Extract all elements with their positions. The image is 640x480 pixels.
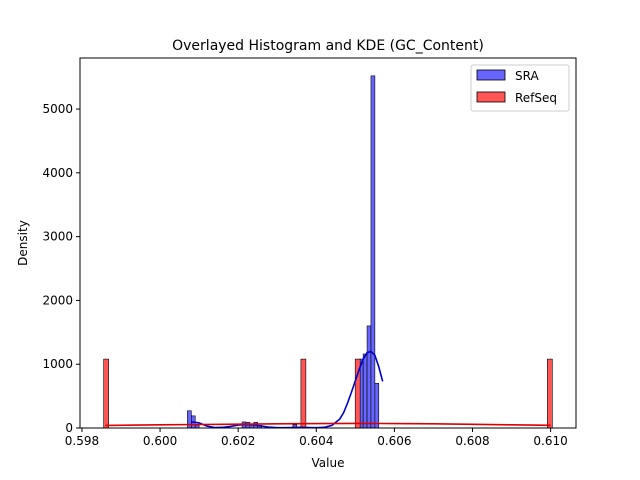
x-axis-label: Value [312,456,345,470]
x-axis: 0.598 0.600 0.602 0.604 0.606 0.608 0.610 [65,428,568,448]
x-tick-label: 0.600 [143,434,177,448]
bar-refseq-0 [103,358,109,429]
bar-sra-0 [187,410,192,429]
legend-label-refseq: RefSeq [515,91,557,105]
x-tick-label: 0.602 [221,434,255,448]
y-axis: 0 1000 2000 3000 4000 5000 [42,102,80,435]
legend-swatch-sra [476,69,506,81]
y-tick-label: 5000 [42,102,73,116]
bar-refseq-3 [547,358,553,429]
y-tick-label: 3000 [42,230,73,244]
bar-sra-14 [374,383,380,429]
bar-sra-12 [366,325,372,429]
y-tick-label: 0 [65,421,73,435]
x-tick-label: 0.606 [377,434,411,448]
legend-label-sra: SRA [515,69,539,83]
y-axis-label: Density [16,220,30,266]
bar-sra-13 [370,75,376,429]
kde-line-refseq [105,422,551,427]
plot-frame [79,57,577,429]
kde-line-sra [191,350,384,429]
y-tick-label: 2000 [42,293,73,307]
y-tick-label: 4000 [42,166,73,180]
bar-sra-11 [362,353,368,429]
y-tick-label: 1000 [42,357,73,371]
kde-layer [105,350,551,429]
x-tick-label: 0.604 [299,434,333,448]
x-tick-label: 0.610 [533,434,567,448]
x-tick-label: 0.608 [455,434,489,448]
x-tick-label: 0.598 [65,434,99,448]
chart-title: Overlayed Histogram and KDE (GC_Content) [172,38,484,54]
bar-refseq-1 [300,358,307,429]
legend: SRA RefSeq [470,64,570,112]
legend-swatch-refseq [476,91,506,103]
bars-layer [103,75,553,429]
